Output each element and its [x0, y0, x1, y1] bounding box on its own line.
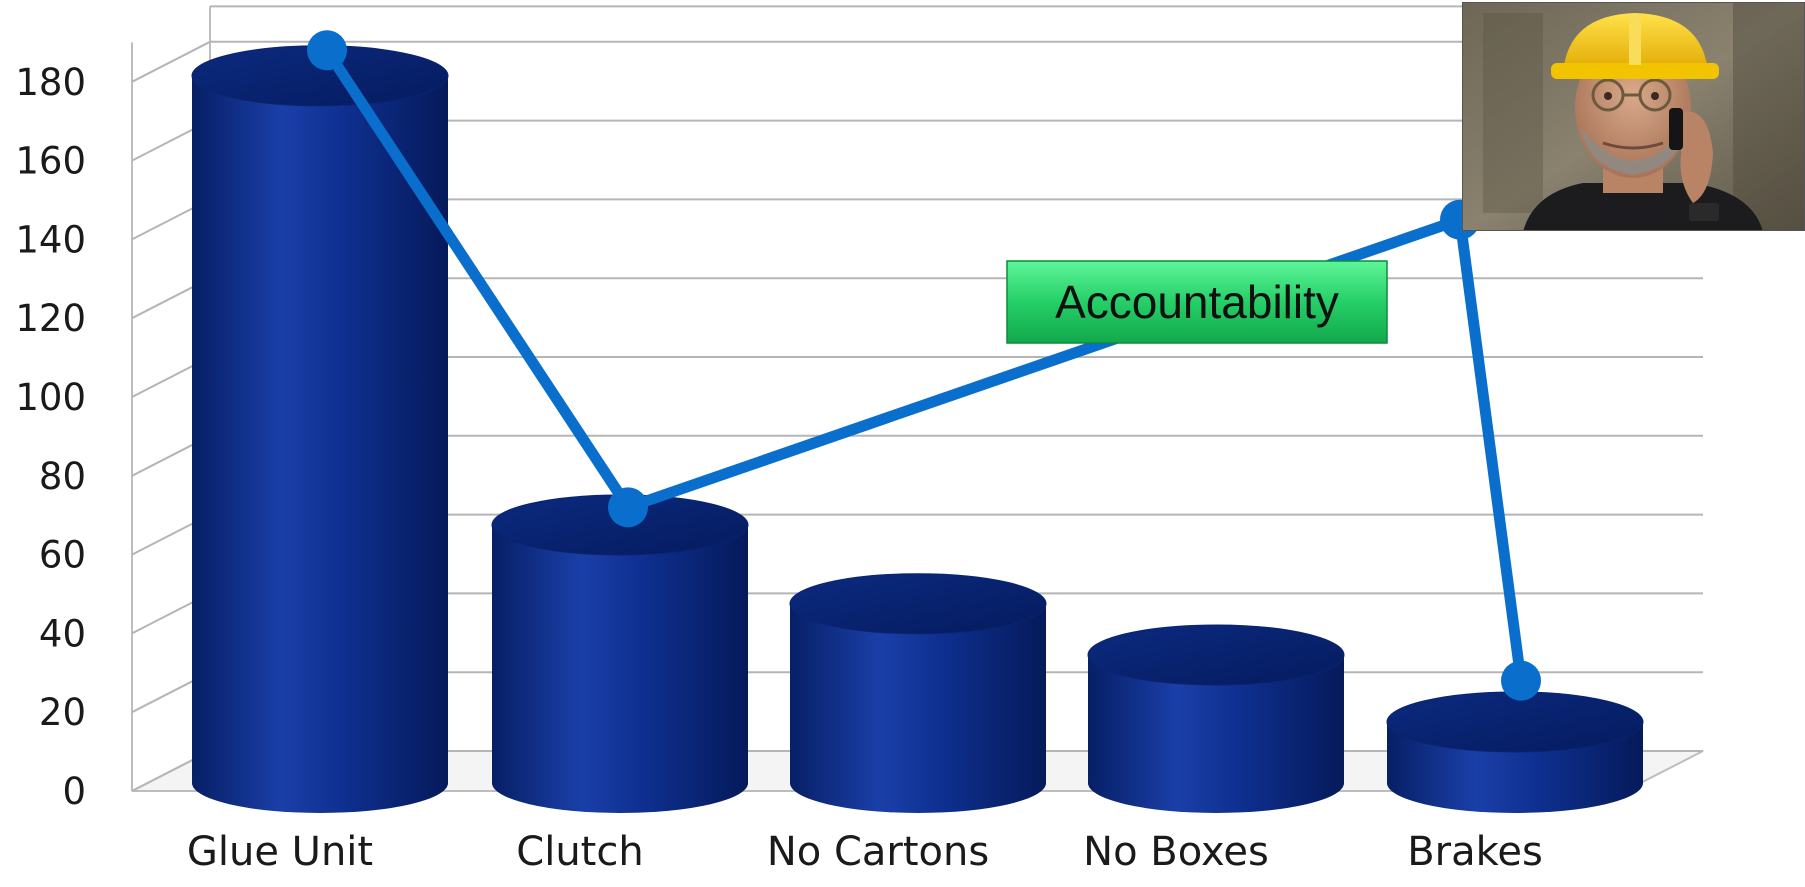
x-tick-label: Brakes — [1407, 829, 1543, 875]
y-tick-label: 80 — [39, 455, 86, 498]
gridline-side — [131, 40, 211, 83]
annotation-label: Accountability — [1055, 276, 1339, 328]
line-point — [1501, 660, 1541, 701]
bar — [1386, 691, 1644, 813]
annotation-background — [1006, 260, 1388, 344]
bar-body — [192, 75, 448, 814]
bar-body — [790, 603, 1046, 813]
bars — [191, 45, 1644, 814]
y-tick-label: 0 — [62, 770, 86, 813]
y-tick-label: 180 — [15, 61, 86, 104]
bar-top — [1087, 624, 1345, 686]
worker-photo — [1462, 2, 1805, 231]
line-path — [322, 47, 1527, 682]
y-tick-label: 160 — [15, 140, 86, 183]
line-point — [608, 487, 648, 528]
x-tick-label: Glue Unit — [187, 829, 373, 875]
bar-body — [492, 524, 748, 813]
y-tick-label: 60 — [39, 534, 86, 577]
y-axis-ticks: 0 20 40 60 80 100 120 140 160 180 — [15, 61, 86, 813]
y-tick-label: 40 — [39, 612, 86, 655]
x-tick-label: No Boxes — [1083, 829, 1269, 875]
x-tick-label: Clutch — [516, 829, 643, 875]
bar — [191, 45, 449, 814]
worker-hardhat-phone-photo — [1463, 3, 1804, 230]
x-axis-labels: Glue Unit Clutch No Cartons No Boxes Brakes — [187, 829, 1543, 875]
y-tick-label: 100 — [15, 376, 86, 419]
bar — [1087, 624, 1345, 813]
bar-body — [1088, 654, 1344, 813]
y-tick-label: 20 — [39, 691, 86, 734]
y-tick-label: 140 — [15, 218, 86, 261]
bar-top — [789, 573, 1047, 635]
annotation-box: Accountability — [1006, 260, 1388, 344]
x-tick-label: No Cartons — [767, 829, 989, 875]
y-tick-label: 120 — [15, 297, 86, 340]
bar — [491, 494, 749, 813]
line-point — [307, 30, 347, 71]
bar — [789, 573, 1047, 813]
bar-top — [1386, 691, 1644, 753]
